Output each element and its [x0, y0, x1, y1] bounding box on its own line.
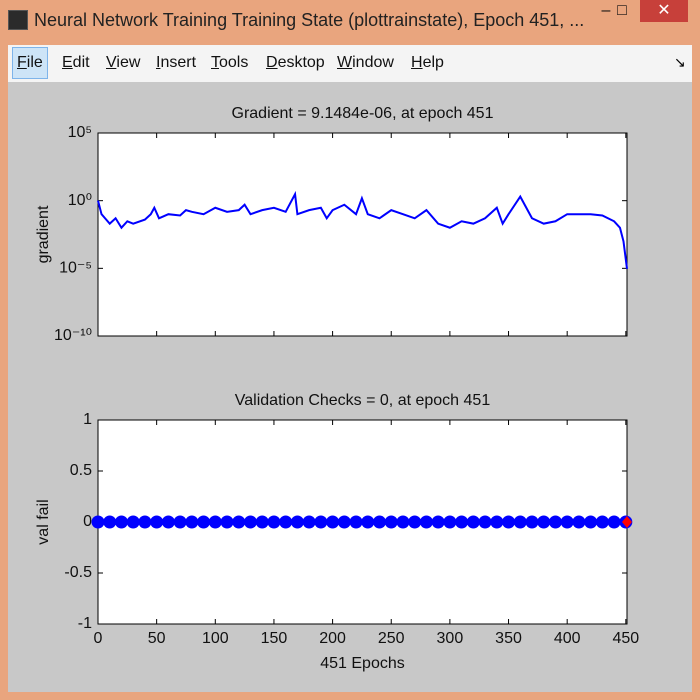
marker-circle: [91, 515, 105, 529]
menu-item[interactable]: Tools: [211, 54, 249, 71]
marker-circle: [431, 515, 445, 529]
window-title: Neural Network Training Training State (…: [34, 10, 585, 30]
marker-circle: [326, 515, 340, 529]
gradient-line: [97, 190, 628, 269]
x-tick-label: 200: [319, 630, 346, 647]
menu-item[interactable]: Desktop: [266, 54, 325, 71]
x-tick-label: 300: [437, 630, 464, 647]
y-tick-label: 10⁵: [68, 124, 92, 141]
marker-circle: [185, 515, 199, 529]
x-tick-label: 50: [148, 630, 166, 647]
marker-circle: [232, 515, 246, 529]
marker-circle: [255, 515, 269, 529]
marker-circle: [114, 515, 128, 529]
marker-circle: [208, 515, 222, 529]
marker-circle: [103, 515, 117, 529]
marker-circle: [478, 515, 492, 529]
plot-area: [97, 132, 628, 337]
marker-circle: [466, 515, 480, 529]
marker-circle: [408, 515, 422, 529]
app-icon: [8, 10, 28, 30]
y-tick-label: 1: [83, 411, 92, 428]
x-tick-label: 350: [495, 630, 522, 647]
y-axis-label: gradient: [35, 205, 52, 263]
menu-bar: File Edit View Insert Tools Desktop Wind…: [8, 45, 692, 82]
marker-circle: [150, 515, 164, 529]
marker-circle: [126, 515, 140, 529]
x-tick-label: 0: [94, 630, 103, 647]
y-tick-label: 0: [83, 513, 92, 530]
menu-item[interactable]: Help: [411, 54, 444, 71]
menu-item[interactable]: Edit: [62, 54, 90, 71]
marker-circle: [607, 515, 621, 529]
marker-circle: [525, 515, 539, 529]
chart-title: Validation Checks = 0, at epoch 451: [235, 392, 491, 409]
menu-item[interactable]: Insert: [156, 54, 197, 71]
y-tick-label: 10⁰: [68, 192, 92, 209]
marker-circle: [290, 515, 304, 529]
marker-circle: [396, 515, 410, 529]
close-button[interactable]: ✕: [640, 0, 688, 22]
menu-item[interactable]: View: [106, 54, 141, 71]
marker-circle: [337, 515, 351, 529]
marker-circle: [302, 515, 316, 529]
marker-circle: [161, 515, 175, 529]
marker-circle: [361, 515, 375, 529]
y-tick-label: 0.5: [70, 462, 92, 479]
minimize-button[interactable]: –: [601, 2, 611, 19]
maximize-button[interactable]: □: [617, 2, 627, 19]
x-axis-label: 451 Epochs: [320, 655, 405, 672]
marker-circle: [243, 515, 257, 529]
y-tick-label: -1: [78, 615, 92, 632]
y-tick-label: 10⁻⁵: [59, 260, 92, 277]
marker-circle: [197, 515, 211, 529]
title-bar: Neural Network Training Training State (…: [0, 0, 700, 44]
menu-item[interactable]: Window: [337, 54, 394, 71]
marker-circle: [267, 515, 281, 529]
marker-circle: [513, 515, 527, 529]
marker-circle: [490, 515, 504, 529]
x-tick-label: 250: [378, 630, 405, 647]
marker-circle: [279, 515, 293, 529]
marker-circle: [138, 515, 152, 529]
marker-circle: [349, 515, 363, 529]
marker-circle: [455, 515, 469, 529]
dock-arrow[interactable]: ↘: [674, 54, 686, 70]
y-tick-label: 10⁻¹⁰: [54, 327, 92, 344]
y-tick-label: -0.5: [64, 564, 92, 581]
marker-circle: [560, 515, 574, 529]
marker-circle: [384, 515, 398, 529]
y-axis-label: val fail: [35, 499, 52, 544]
marker-circle: [373, 515, 387, 529]
marker-circle: [584, 515, 598, 529]
menu-item[interactable]: File: [12, 47, 48, 79]
x-tick-label: 100: [202, 630, 229, 647]
marker-circle: [502, 515, 516, 529]
marker-circle: [572, 515, 586, 529]
x-tick-label: 400: [554, 630, 581, 647]
marker-circle: [173, 515, 187, 529]
marker-diamond: [622, 516, 632, 528]
chart-title: Gradient = 9.1484e-06, at epoch 451: [232, 105, 494, 122]
marker-circle: [537, 515, 551, 529]
marker-circle: [220, 515, 234, 529]
marker-circle: [548, 515, 562, 529]
x-tick-label: 450: [612, 630, 639, 647]
marker-circle: [595, 515, 609, 529]
marker-circle: [443, 515, 457, 529]
x-tick-label: 150: [261, 630, 288, 647]
marker-circle: [419, 515, 433, 529]
marker-circle: [314, 515, 328, 529]
